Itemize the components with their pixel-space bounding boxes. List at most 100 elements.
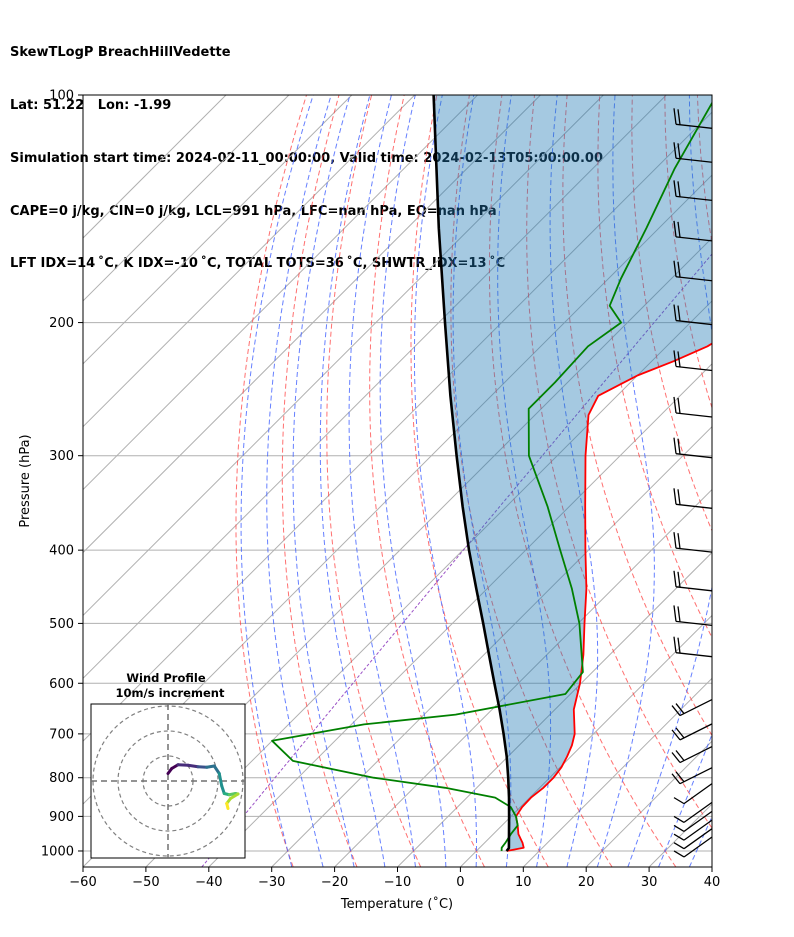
wind-barb bbox=[671, 698, 713, 717]
moist-adiabat bbox=[627, 95, 712, 867]
wind-barb bbox=[673, 180, 713, 202]
wind-barb bbox=[673, 220, 713, 242]
wind-barb bbox=[673, 304, 713, 326]
barb-shaft bbox=[675, 365, 713, 372]
barb-shaft bbox=[683, 810, 713, 832]
hodograph-trace bbox=[212, 764, 221, 775]
wind-barb bbox=[671, 723, 713, 741]
barb-shaft bbox=[675, 586, 713, 592]
barb-flag bbox=[677, 637, 681, 654]
wind-barb bbox=[671, 745, 713, 764]
barb-flag bbox=[673, 108, 677, 125]
barb-shaft bbox=[679, 723, 713, 741]
x-tick-label: 40 bbox=[704, 875, 721, 890]
barb-shaft bbox=[675, 503, 713, 509]
barb-flag bbox=[677, 261, 681, 278]
header-indices-line: LFT IDX=14 ˚C, K IDX=-10 ˚C, TOTAL TOTS=… bbox=[10, 256, 506, 272]
barb-flag bbox=[677, 143, 681, 159]
barb-shaft bbox=[675, 195, 713, 202]
barb-flag bbox=[677, 397, 681, 414]
barb-flag bbox=[673, 396, 677, 414]
x-tick-label: −10 bbox=[384, 875, 411, 890]
y-tick-label: 600 bbox=[49, 677, 74, 692]
barb-shaft bbox=[683, 836, 713, 858]
dry-adiabat bbox=[597, 95, 712, 639]
barb-flag bbox=[675, 771, 685, 783]
dewpoint-line bbox=[271, 101, 712, 852]
wind-barb bbox=[673, 350, 713, 372]
wind-barb bbox=[673, 636, 713, 658]
isotherm-line bbox=[83, 111, 712, 742]
barb-flag bbox=[673, 437, 677, 454]
cin-shaded-area bbox=[433, 95, 712, 851]
barb-flag bbox=[673, 570, 677, 587]
barb-flag bbox=[673, 142, 677, 159]
y-tick-label: 1000 bbox=[41, 844, 74, 859]
isotherm-line bbox=[83, 95, 416, 428]
barb-flag bbox=[673, 488, 677, 505]
barb-flag bbox=[671, 773, 681, 785]
moist-adiabat bbox=[348, 95, 416, 867]
y-tick-label: 700 bbox=[49, 727, 74, 742]
moist-adiabat bbox=[413, 95, 477, 867]
barb-flag bbox=[677, 181, 681, 197]
wind-barb bbox=[673, 828, 713, 850]
barb-flag bbox=[673, 833, 685, 841]
isotherm-line bbox=[83, 95, 290, 302]
isotherm-line bbox=[460, 614, 712, 867]
y-tick-label: 500 bbox=[49, 617, 74, 632]
hodograph-trace bbox=[186, 763, 200, 769]
barb-flag bbox=[677, 305, 681, 322]
wind-barb bbox=[671, 767, 713, 785]
dry-adiabat bbox=[326, 95, 422, 867]
x-tick-label: −20 bbox=[321, 875, 348, 890]
isotherm-line bbox=[83, 95, 353, 365]
barb-flag bbox=[677, 351, 681, 368]
moist-adiabat bbox=[658, 733, 712, 867]
isotherm-line bbox=[83, 95, 227, 239]
x-tick-label: −30 bbox=[258, 875, 285, 890]
barb-shaft bbox=[675, 319, 713, 326]
barb-shaft bbox=[675, 412, 713, 418]
wind-barb bbox=[673, 605, 713, 627]
hodograph bbox=[91, 704, 245, 858]
isotherm-line bbox=[711, 866, 712, 867]
isotherm-line bbox=[522, 677, 712, 867]
dry-adiabat bbox=[763, 95, 794, 867]
dry-adiabat bbox=[369, 95, 485, 867]
barb-shaft bbox=[683, 801, 713, 823]
axes: −60 −50 −40 −30 −20 −10 0 10 20 30 40 100 200 300 400 5… bbox=[41, 89, 720, 891]
moist-adiabat bbox=[379, 95, 447, 867]
plot-area bbox=[83, 95, 794, 867]
moist-adiabat bbox=[452, 95, 512, 867]
barb-shaft bbox=[675, 123, 713, 129]
dry-adiabat bbox=[450, 95, 613, 867]
x-tick-label: −50 bbox=[132, 875, 159, 890]
barb-flag bbox=[673, 350, 677, 367]
barb-shaft bbox=[683, 783, 713, 805]
isotherm-line bbox=[83, 95, 667, 680]
dry-adiabat bbox=[410, 95, 549, 867]
header-title: SkewTLogP BreachHillVedette bbox=[10, 45, 231, 61]
barb-flag bbox=[675, 703, 685, 714]
hodograph-subtitle: 10m/s increment bbox=[116, 686, 225, 700]
y-tick-label: 400 bbox=[49, 544, 74, 559]
dry-adiabat bbox=[526, 95, 712, 829]
barb-flag bbox=[673, 260, 677, 277]
barb-shaft bbox=[675, 453, 713, 459]
barb-flag bbox=[673, 824, 685, 832]
barb-flag bbox=[677, 438, 681, 455]
barb-flag bbox=[677, 109, 681, 125]
barb-flag bbox=[673, 797, 685, 805]
wind-barbs bbox=[671, 108, 713, 858]
wind-barb bbox=[673, 783, 713, 805]
header-times: Simulation start time: 2024-02-11_00:00:… bbox=[10, 150, 603, 166]
wind-barb bbox=[673, 532, 713, 553]
barb-flag bbox=[673, 220, 677, 237]
x-tick-label: 10 bbox=[515, 875, 532, 890]
temperature-line bbox=[506, 342, 712, 852]
barb-flag bbox=[677, 489, 681, 505]
x-tick-label: −60 bbox=[69, 875, 96, 890]
barb-shaft bbox=[679, 745, 713, 764]
barb-shaft bbox=[675, 620, 713, 627]
